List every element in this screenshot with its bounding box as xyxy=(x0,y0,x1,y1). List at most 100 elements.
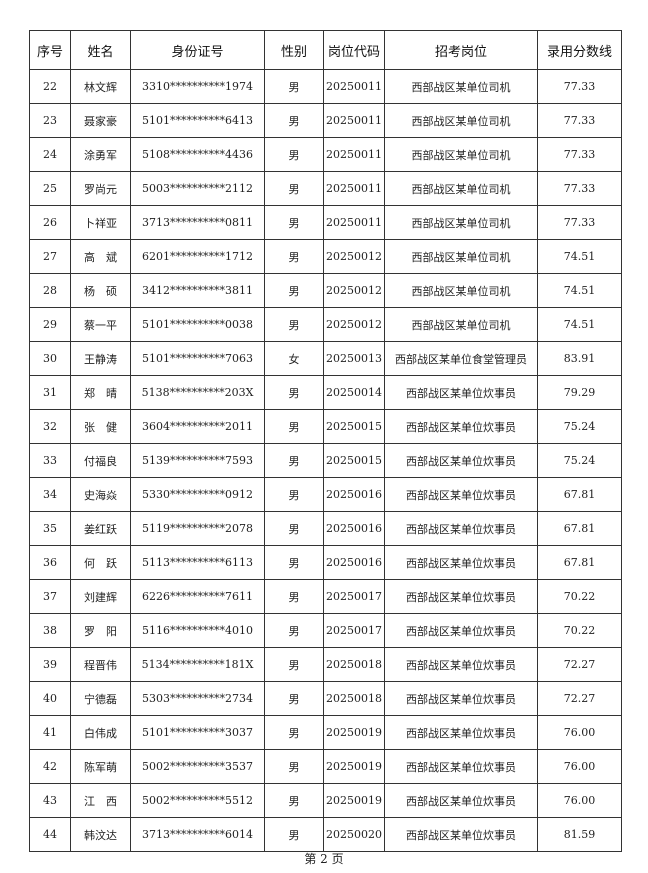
table-row: 31 郑 晴 5138**********203X 男 20250014 西部战区某单位炊… xyxy=(29,375,622,410)
col-name-cell: 罗 阳 xyxy=(70,613,131,648)
col-id-number-cell: 3713**********0811 xyxy=(130,205,265,240)
col-index-cell: 43 xyxy=(29,783,71,818)
col-id-number-cell: 5119**********2078 xyxy=(130,511,265,546)
col-position-cell: 西部战区某单位炊事员 xyxy=(384,647,538,682)
col-position-cell: 西部战区某单位炊事员 xyxy=(384,681,538,716)
header-col-id-number: 身份证号 xyxy=(130,30,265,70)
col-score-cell: 81.59 xyxy=(537,817,622,852)
col-position-cell: 西部战区某单位司机 xyxy=(384,137,538,172)
col-position-code-cell: 20250018 xyxy=(323,647,385,682)
col-name-cell: 蔡一平 xyxy=(70,307,131,342)
table-row: 28 杨 硕 3412**********3811 男 20250012 西部战区某单位司… xyxy=(29,273,622,308)
page-number: 第 2 页 xyxy=(304,852,344,866)
col-position-code-cell: 20250018 xyxy=(323,681,385,716)
col-gender-cell: 男 xyxy=(264,817,324,852)
col-gender-cell: 男 xyxy=(264,647,324,682)
header-col-gender: 性别 xyxy=(264,30,324,70)
col-position-code-cell: 20250016 xyxy=(323,477,385,512)
col-gender-cell: 男 xyxy=(264,171,324,206)
col-index-cell: 23 xyxy=(29,103,71,138)
col-position-cell: 西部战区某单位炊事员 xyxy=(384,749,538,784)
col-position-cell: 西部战区某单位司机 xyxy=(384,103,538,138)
table-row: 42 陈军萌 5002**********3537 男 20250019 西部战区某单位炊… xyxy=(29,749,622,784)
col-position-cell: 西部战区某单位炊事员 xyxy=(384,375,538,410)
col-name-cell: 刘建辉 xyxy=(70,579,131,614)
table-row: 26 卜祥亚 3713**********0811 男 20250011 西部战区某单位司… xyxy=(29,205,622,240)
col-position-cell: 西部战区某单位司机 xyxy=(384,273,538,308)
col-gender-cell: 男 xyxy=(264,375,324,410)
table-row: 23 聂家豪 5101**********6413 男 20250011 西部战区某单位司… xyxy=(29,103,622,138)
col-gender-cell: 女 xyxy=(264,341,324,376)
col-gender-cell: 男 xyxy=(264,409,324,444)
col-name-cell: 何 跃 xyxy=(70,545,131,580)
col-gender-cell: 男 xyxy=(264,545,324,580)
col-position-code-cell: 20250020 xyxy=(323,817,385,852)
col-position-code-cell: 20250012 xyxy=(323,307,385,342)
col-gender-cell: 男 xyxy=(264,749,324,784)
col-position-cell: 西部战区某单位炊事员 xyxy=(384,817,538,852)
col-position-cell: 西部战区某单位司机 xyxy=(384,69,538,104)
col-position-code-cell: 20250012 xyxy=(323,273,385,308)
col-index-cell: 38 xyxy=(29,613,71,648)
col-score-cell: 75.24 xyxy=(537,443,622,478)
col-name-cell: 涂勇军 xyxy=(70,137,131,172)
col-index-cell: 37 xyxy=(29,579,71,614)
table-row: 43 江 西 5002**********5512 男 20250019 西部战区某单位炊… xyxy=(29,783,622,818)
table-row: 41 白伟成 5101**********3037 男 20250019 西部战区某单位炊… xyxy=(29,715,622,750)
table-row: 37 刘建辉 6226**********7611 男 20250017 西部战区某单位炊… xyxy=(29,579,622,614)
col-position-code-cell: 20250011 xyxy=(323,103,385,138)
col-score-cell: 75.24 xyxy=(537,409,622,444)
col-position-code-cell: 20250015 xyxy=(323,409,385,444)
results-table: 序号 姓名 身份证号 性别 岗位代码 招考岗位 录用分数线 22 林文辉 3310*******… xyxy=(29,30,622,852)
col-score-cell: 74.51 xyxy=(537,273,622,308)
table-row: 30 王静涛 5101**********7063 女 20250013 西部战区某单位食… xyxy=(29,341,622,376)
col-gender-cell: 男 xyxy=(264,103,324,138)
col-position-code-cell: 20250012 xyxy=(323,239,385,274)
col-index-cell: 34 xyxy=(29,477,71,512)
col-position-code-cell: 20250011 xyxy=(323,205,385,240)
col-score-cell: 74.51 xyxy=(537,239,622,274)
col-position-code-cell: 20250019 xyxy=(323,783,385,818)
col-index-cell: 40 xyxy=(29,681,71,716)
col-score-cell: 77.33 xyxy=(537,103,622,138)
col-id-number-cell: 5116**********4010 xyxy=(130,613,265,648)
col-gender-cell: 男 xyxy=(264,715,324,750)
col-id-number-cell: 5330**********0912 xyxy=(130,477,265,512)
col-position-cell: 西部战区某单位食堂管理员 xyxy=(384,341,538,376)
col-index-cell: 22 xyxy=(29,69,71,104)
table-row: 40 宁德磊 5303**********2734 男 20250018 西部战区某单位炊… xyxy=(29,681,622,716)
col-id-number-cell: 5101**********3037 xyxy=(130,715,265,750)
col-score-cell: 67.81 xyxy=(537,477,622,512)
col-score-cell: 74.51 xyxy=(537,307,622,342)
col-position-code-cell: 20250017 xyxy=(323,579,385,614)
col-position-code-cell: 20250019 xyxy=(323,715,385,750)
col-position-cell: 西部战区某单位司机 xyxy=(384,307,538,342)
col-score-cell: 72.27 xyxy=(537,647,622,682)
col-score-cell: 76.00 xyxy=(537,715,622,750)
col-id-number-cell: 5101**********7063 xyxy=(130,341,265,376)
table-row: 44 韩汶达 3713**********6014 男 20250020 西部战区某单位炊… xyxy=(29,817,622,852)
col-position-cell: 西部战区某单位炊事员 xyxy=(384,613,538,648)
table-row: 24 涂勇军 5108**********4436 男 20250011 西部战区某单位司… xyxy=(29,137,622,172)
table-row: 33 付福良 5139**********7593 男 20250015 西部战区某单位炊… xyxy=(29,443,622,478)
col-position-code-cell: 20250011 xyxy=(323,69,385,104)
col-id-number-cell: 5002**********5512 xyxy=(130,783,265,818)
col-position-cell: 西部战区某单位司机 xyxy=(384,205,538,240)
col-gender-cell: 男 xyxy=(264,681,324,716)
col-gender-cell: 男 xyxy=(264,511,324,546)
col-id-number-cell: 5138**********203X xyxy=(130,375,265,410)
table-row: 38 罗 阳 5116**********4010 男 20250017 西部战区某单位炊… xyxy=(29,613,622,648)
col-name-cell: 罗尚元 xyxy=(70,171,131,206)
col-position-cell: 西部战区某单位炊事员 xyxy=(384,443,538,478)
col-id-number-cell: 6226**********7611 xyxy=(130,579,265,614)
col-id-number-cell: 6201**********1712 xyxy=(130,239,265,274)
col-name-cell: 白伟成 xyxy=(70,715,131,750)
col-position-cell: 西部战区某单位司机 xyxy=(384,171,538,206)
col-score-cell: 67.81 xyxy=(537,511,622,546)
col-index-cell: 31 xyxy=(29,375,71,410)
col-name-cell: 聂家豪 xyxy=(70,103,131,138)
col-name-cell: 张 健 xyxy=(70,409,131,444)
col-id-number-cell: 5101**********6413 xyxy=(130,103,265,138)
col-index-cell: 39 xyxy=(29,647,71,682)
col-score-cell: 72.27 xyxy=(537,681,622,716)
